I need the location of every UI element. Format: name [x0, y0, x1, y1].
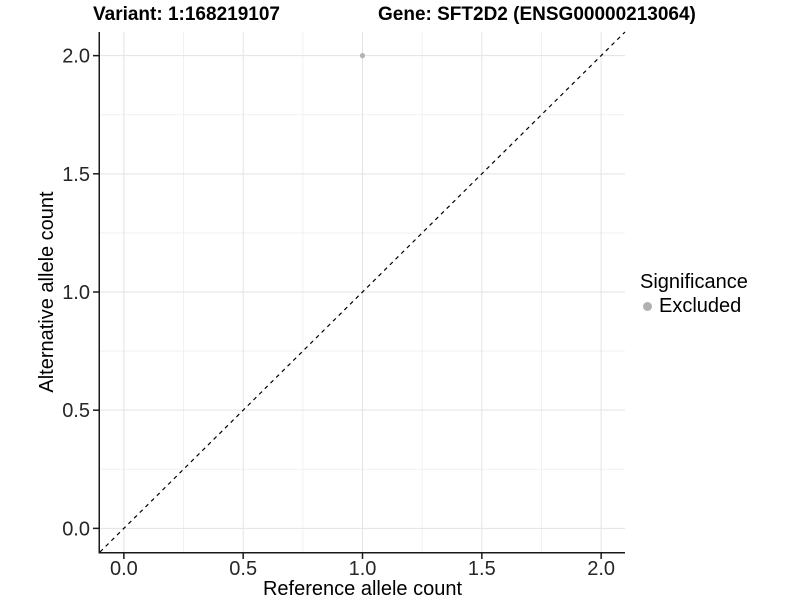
x-tick-label: 0.5	[229, 558, 257, 580]
x-tick-label: 1.0	[349, 558, 377, 580]
x-tick-label: 2.0	[587, 558, 615, 580]
identity-dashed-line	[99, 31, 626, 553]
data-point	[359, 53, 366, 59]
y-tick-label: 0.5	[62, 400, 90, 422]
y-tick-label: 1.5	[62, 164, 90, 186]
legend-item-label: Excluded	[659, 295, 742, 317]
legend-item-excluded: Excluded	[640, 294, 748, 318]
excluded-point-icon	[643, 301, 652, 311]
x-tick-label: 0.0	[110, 558, 138, 580]
legend-title: Significance	[640, 271, 748, 293]
x-tick-label: 1.5	[468, 558, 496, 580]
y-tick-label: 1.0	[62, 282, 90, 304]
legend: Significance Excluded	[640, 270, 748, 318]
x-axis-title: Reference allele count	[262, 578, 462, 600]
y-axis-title: Alternative allele count	[36, 191, 58, 393]
variant-title: Variant: 1:168219107	[93, 4, 280, 25]
y-tick-label: 0.0	[62, 518, 90, 540]
y-tick-label: 2.0	[62, 46, 90, 68]
gene-title: Gene: SFT2D2 (ENSG00000213064)	[378, 4, 696, 25]
